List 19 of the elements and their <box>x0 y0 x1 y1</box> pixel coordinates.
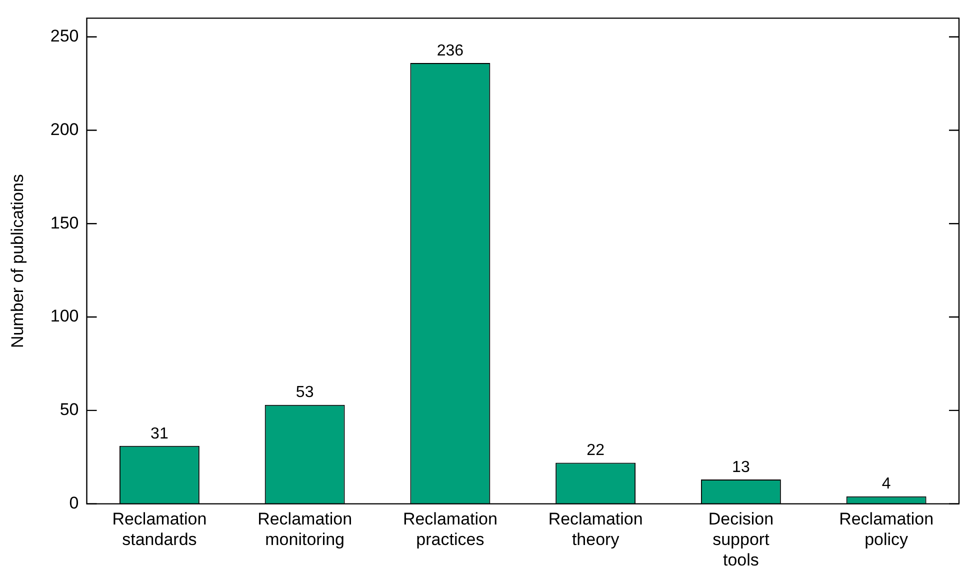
y-tick-label: 250 <box>50 26 79 46</box>
data-label: 31 <box>150 425 168 442</box>
y-tick-label: 50 <box>60 400 79 420</box>
data-label: 236 <box>436 42 464 60</box>
x-tick-label: Reclamation monitoring <box>258 510 352 550</box>
x-tick-label: Decision support tools <box>708 510 774 570</box>
x-tick-label: Reclamation policy <box>839 510 934 550</box>
data-label: 13 <box>732 458 750 476</box>
x-tick-label: Reclamation practices <box>402 510 498 550</box>
x-tick-label: Reclamation theory <box>548 510 643 550</box>
y-axis-title: Number of publications <box>8 174 27 348</box>
data-label: 22 <box>586 442 605 460</box>
data-label: 53 <box>296 384 314 402</box>
data-label: 4 <box>882 476 891 493</box>
y-tick-label: 200 <box>50 120 79 139</box>
x-tick-label: Reclamation standards <box>112 510 207 550</box>
y-tick-label: 0 <box>69 493 79 512</box>
y-tick-label: 100 <box>50 306 79 326</box>
y-tick-label: 150 <box>50 213 79 232</box>
